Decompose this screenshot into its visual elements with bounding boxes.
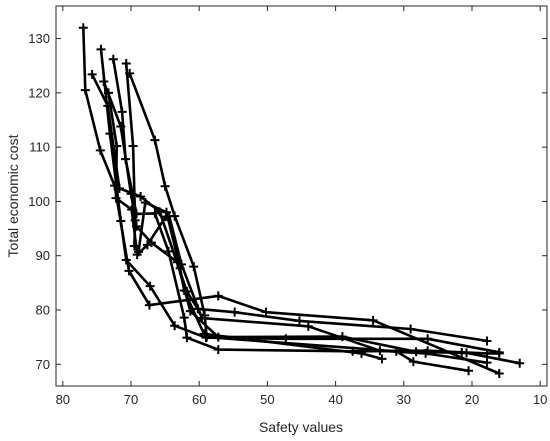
data-point [230,307,240,317]
x-tick-label: 70 [124,392,138,407]
data-point [423,334,433,344]
y-tick-label: 80 [36,303,50,318]
x-tick-label: 10 [533,392,547,407]
data-point [494,369,504,379]
data-point [142,240,152,250]
data-point [408,357,418,367]
series-line [128,72,469,373]
data-point [105,129,115,139]
data-point [128,141,138,151]
data-point [161,207,171,217]
series-1 [78,23,504,379]
data-point [457,347,467,357]
data-point [150,135,160,145]
series-8 [125,68,474,376]
data-point [136,192,146,202]
data-point [202,332,212,342]
data-point [108,54,118,64]
data-point [121,59,131,69]
y-tick-label: 100 [28,194,50,209]
data-point [515,358,525,368]
data-point [368,315,378,325]
x-axis-label: Safety values [259,419,343,435]
x-tick-label: 80 [56,392,70,407]
data-point [160,181,170,191]
data-point [377,354,387,364]
data-point [121,255,131,265]
y-tick-label: 90 [36,248,50,263]
data-point [182,333,192,343]
series-line [82,27,500,375]
data-point [164,246,174,256]
data-point [124,266,134,276]
data-point [140,198,150,208]
data-point [464,366,474,376]
x-tick-label: 50 [260,392,274,407]
data-point [134,247,144,257]
x-tick-label: 30 [397,392,411,407]
data-point [406,324,416,334]
data-point [150,208,160,218]
data-point [78,23,88,33]
data-point [189,262,199,272]
data-point [125,68,135,78]
data-point [130,215,140,225]
data-point [179,285,189,295]
data-point [117,107,127,117]
data-point [303,321,313,331]
data-point [145,281,155,291]
data-point [111,193,121,203]
data-point [87,69,97,79]
data-point [494,348,504,358]
data-point [121,154,131,164]
data-point [104,88,114,98]
data-point [170,211,180,221]
data-point [482,336,492,346]
data-point [96,44,106,54]
x-tick-label: 20 [465,392,479,407]
x-tick-label: 60 [192,392,206,407]
series-7 [121,59,387,364]
data-point [482,348,492,358]
data-point [116,216,126,226]
data-point [112,141,122,151]
data-point [357,348,367,358]
series-layer [78,23,525,379]
data-point [131,209,141,219]
data-point [391,346,401,356]
data-point [175,263,185,273]
data-point [482,358,492,368]
data-point [170,321,180,331]
y-tick-label: 120 [28,85,50,100]
series-line [124,63,383,361]
data-point [200,310,210,320]
y-axis-label: Total economic cost [5,134,21,257]
series-line [112,58,500,355]
data-point [294,316,304,326]
tick-layer: 80 70 60 50 40 30 20 10 70 80 90 100 110 120 130 [28,6,547,407]
data-point [95,145,105,155]
y-tick-label: 70 [36,357,50,372]
data-point [129,241,139,251]
x-tick-label: 40 [328,392,342,407]
data-point [99,76,109,86]
data-point [213,345,223,355]
data-point [80,85,90,95]
y-tick-label: 130 [28,31,50,46]
y-tick-label: 110 [29,140,50,155]
data-point [144,300,154,310]
data-point [423,346,433,356]
data-point [213,291,223,301]
data-point [179,313,189,323]
